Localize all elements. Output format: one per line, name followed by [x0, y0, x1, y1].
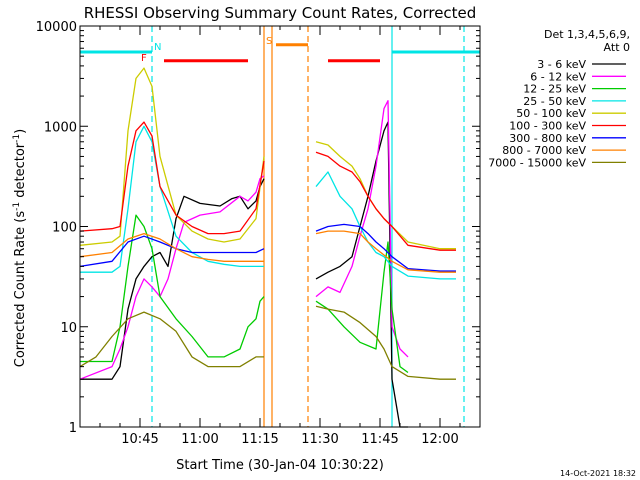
- series-line-5-part-0: [79, 121, 265, 235]
- series-line-4-part-0: [79, 67, 265, 246]
- legend-label-3: 25 - 50 keV: [523, 95, 586, 108]
- legend-header-line-2: Att 0: [604, 41, 630, 54]
- marker-label-s: S: [266, 36, 272, 47]
- x-tick-label-5: 12:00: [421, 432, 458, 447]
- svg-text:Corrected Count Rate (s-1 dete: Corrected Count Rate (s-1 detector-1): [12, 129, 28, 367]
- chart-title: RHESSI Observing Summary Count Rates, Co…: [84, 4, 477, 22]
- y-axis-label: Corrected Count Rate (s-1 detector-1): [12, 129, 28, 367]
- x-tick-label-2: 11:15: [241, 432, 278, 447]
- y-tick-label-1: 10: [60, 321, 77, 336]
- legend-label-1: 6 - 12 keV: [530, 70, 586, 83]
- x-axis-label: Start Time (30-Jan-04 10:30:22): [176, 458, 384, 473]
- x-tick-label-1: 11:00: [181, 432, 218, 447]
- plot-area: NF S: [79, 26, 480, 428]
- series-line-7-part-1: [315, 230, 456, 273]
- legend-label-8: 7000 - 15000 keV: [488, 156, 586, 169]
- series-line-0-part-1: [315, 121, 408, 428]
- y-tick-label-0: 1: [69, 421, 77, 436]
- axes: 1 10 100 1000 10000 10:45 11:00 11:15 11:30 11:45…: [36, 20, 481, 447]
- series-line-2-part-1: [315, 241, 409, 374]
- series-line-1-part-1: [315, 100, 409, 358]
- y-axis-label-main: Corrected Count Rate (s: [13, 211, 28, 368]
- series-line-6-part-1: [315, 223, 456, 272]
- y-axis-label-sup2: -1: [12, 134, 22, 143]
- y-tick-label-2: 100: [52, 221, 77, 236]
- marker-label-f: F: [141, 53, 147, 64]
- y-axis-label-sup1: -1: [12, 202, 22, 211]
- y-axis-label-mid: detector: [13, 142, 28, 202]
- y-tick-label-3: 1000: [44, 120, 77, 135]
- legend-header-line-1: Det 1,3,4,5,6,9,: [544, 28, 630, 41]
- series-line-1-part-0: [79, 175, 265, 380]
- legend-label-2: 12 - 25 keV: [523, 83, 586, 96]
- series-line-4-part-1: [315, 141, 456, 250]
- series-line-5-part-1: [315, 151, 456, 251]
- footer-date: 14-Oct-2021 18:32: [560, 469, 636, 478]
- y-tick-label-4: 10000: [36, 20, 77, 35]
- legend-label-6: 300 - 800 keV: [509, 132, 586, 145]
- series-line-3-part-1: [315, 171, 456, 280]
- x-tick-label-3: 11:30: [301, 432, 338, 447]
- x-tick-label-0: 10:45: [121, 432, 158, 447]
- marker-label-n: N: [154, 42, 161, 53]
- x-tick-label-4: 11:45: [361, 432, 398, 447]
- legend-label-4: 50 - 100 keV: [516, 107, 586, 120]
- legend-label-7: 800 - 7000 keV: [502, 144, 586, 157]
- series-line-8-part-1: [315, 305, 456, 380]
- series-line-0-part-0: [80, 178, 265, 380]
- plot-frame: [79, 25, 481, 428]
- series-line-8-part-0: [79, 311, 264, 368]
- y-axis-label-end: ): [13, 129, 28, 134]
- series-line-7-part-0: [79, 232, 264, 262]
- series-line-2-part-0: [80, 214, 265, 363]
- legend-label-5: 100 - 300 keV: [509, 120, 586, 133]
- legend-label-0: 3 - 6 keV: [537, 58, 586, 71]
- series-line-6-part-0: [79, 235, 265, 268]
